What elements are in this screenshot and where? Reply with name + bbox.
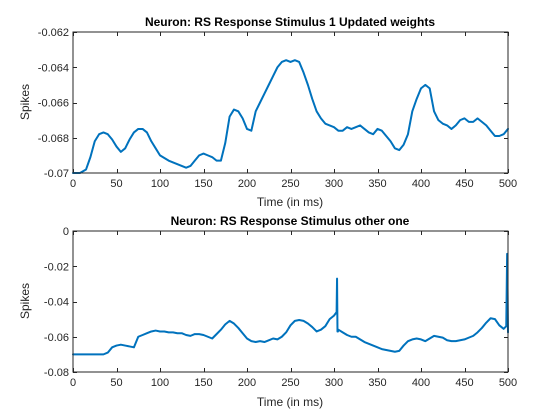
- y-tick-label: -0.08: [44, 367, 69, 379]
- y-tick-label: -0.02: [44, 261, 69, 273]
- y-tick-label: -0.062: [38, 27, 69, 39]
- chart-2: Neuron: RS Response Stimulus other one 0…: [18, 214, 517, 409]
- chart-2-x-ticks: 0 50 100 150 200 250 300 350 400 450 500: [70, 231, 517, 389]
- x-tick-label: 50: [110, 377, 122, 389]
- chart-2-series-line: [72, 252, 509, 356]
- chart-2-y-axis-label: Spikes: [18, 283, 32, 319]
- x-tick-label: 0: [70, 178, 76, 190]
- x-tick-label: 350: [368, 178, 386, 190]
- x-tick-label: 250: [281, 377, 299, 389]
- chart-2-plot-area: [73, 231, 508, 372]
- chart-1-title: Neuron: RS Response Stimulus 1 Updated w…: [145, 15, 435, 29]
- x-tick-label: 500: [499, 377, 517, 389]
- x-tick-label: 200: [238, 377, 256, 389]
- x-tick-label: 0: [70, 377, 76, 389]
- chart-2-x-axis-label: Time (in ms): [257, 395, 323, 409]
- x-tick-label: 400: [412, 178, 430, 190]
- y-tick-label: -0.066: [38, 98, 69, 110]
- chart-1-x-axis-label: Time (in ms): [257, 195, 323, 209]
- y-tick-label: -0.04: [44, 297, 69, 309]
- x-tick-label: 100: [151, 377, 169, 389]
- y-tick-label: -0.06: [44, 332, 69, 344]
- y-tick-label: 0: [63, 226, 69, 238]
- chart-2-title: Neuron: RS Response Stimulus other one: [171, 214, 410, 228]
- chart-1-x-ticks: 0 50 100 150 200 250 300 350 400 450 500: [70, 32, 517, 190]
- y-tick-label: -0.064: [38, 62, 69, 74]
- chart-1-series-line: [72, 59, 509, 174]
- x-tick-label: 350: [368, 377, 386, 389]
- x-tick-label: 450: [455, 377, 473, 389]
- chart-1-plot-area: [73, 32, 508, 173]
- x-tick-label: 300: [325, 377, 343, 389]
- x-tick-label: 450: [455, 178, 473, 190]
- y-tick-label: -0.068: [38, 133, 69, 145]
- x-tick-label: 150: [194, 377, 212, 389]
- chart-2-axes-box: [72, 230, 509, 373]
- x-tick-label: 250: [281, 178, 299, 190]
- x-tick-label: 100: [151, 178, 169, 190]
- chart-1-axes-box: [72, 31, 509, 174]
- x-tick-label: 200: [238, 178, 256, 190]
- chart-1-y-axis-label: Spikes: [18, 84, 32, 120]
- x-tick-label: 300: [325, 178, 343, 190]
- x-tick-label: 150: [194, 178, 212, 190]
- y-tick-label: -0.07: [44, 168, 69, 180]
- x-tick-label: 400: [412, 377, 430, 389]
- x-tick-label: 500: [499, 178, 517, 190]
- chart-1-y-ticks: -0.07 -0.068 -0.066 -0.064 -0.062: [38, 27, 508, 180]
- chart-1: Neuron: RS Response Stimulus 1 Updated w…: [18, 15, 517, 209]
- x-tick-label: 50: [110, 178, 122, 190]
